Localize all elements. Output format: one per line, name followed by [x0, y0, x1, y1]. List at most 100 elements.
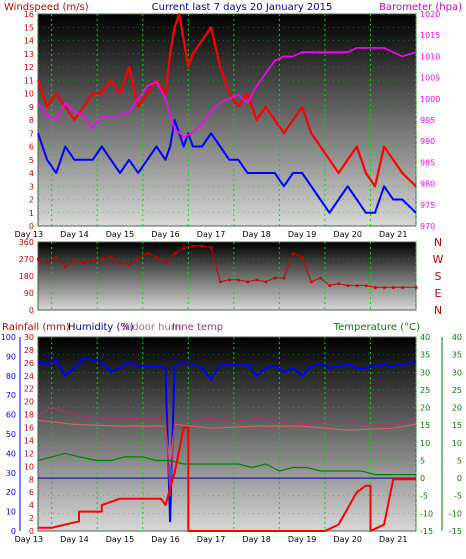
wind-tick-label: 16 [24, 10, 34, 19]
barometer-tick-label: 995 [420, 116, 435, 125]
humidity-tick-label: 50 [6, 430, 16, 439]
temperature-tick-label-inner: 5 [420, 456, 425, 465]
rainfall-tick-label: 24 [24, 372, 34, 381]
compass-label: N [434, 236, 442, 249]
humidity-tick-label: 90 [6, 352, 16, 361]
wind-tick-label: 12 [24, 63, 34, 72]
wind_avg-line [37, 119, 417, 214]
humidity-tick-label: 20 [6, 488, 16, 497]
temperature-axis-title: Temperature (°C) [333, 322, 420, 333]
x-tick-label: Day 18 [242, 230, 271, 239]
temperature-tick-label-inner: 40 [420, 333, 430, 342]
humidity-tick-label: 40 [6, 449, 16, 458]
x-tick-label: Day 21 [379, 230, 408, 239]
rainfall-line [38, 426, 416, 532]
temperature-tick-label-inner: -10 [420, 509, 433, 518]
temperature-tick-label-outer: 40 [452, 333, 462, 342]
temperature-tick-label-outer: 30 [452, 368, 462, 377]
rainfall-tick-label: 18 [24, 411, 34, 420]
wind-tick-label: 4 [29, 169, 34, 178]
compass-label: N [434, 304, 442, 317]
indoor_hum-line [37, 419, 417, 466]
humidity-axis-title: Humidity (%) [68, 322, 134, 333]
barometer-tick-label: 970 [420, 222, 435, 231]
barometer-line [37, 47, 417, 138]
wind-tick-label: 11 [24, 76, 34, 85]
temperature-tick-label-outer: -10 [449, 509, 462, 518]
barometer-tick-label: 975 [420, 201, 435, 210]
barometer-tick-label: 1000 [420, 95, 440, 104]
direction-trace [37, 245, 416, 288]
humidity-tick-label: 60 [6, 411, 16, 420]
x-tick-label: Day 16 [151, 230, 180, 239]
direction-tick-label: 360 [19, 238, 34, 247]
wind-tick-label: 10 [24, 90, 34, 99]
wind-tick-label: 9 [29, 103, 34, 112]
barometer-tick-label: 1010 [420, 52, 440, 61]
temperature-tick-label-inner: 25 [420, 386, 430, 395]
barometer-tick-label: 1020 [420, 10, 440, 19]
wind-tick-label: 3 [29, 182, 34, 191]
rainfall-tick-label: 20 [24, 398, 34, 407]
direction-tick-label: 90 [24, 289, 34, 298]
inne_temp-line [37, 406, 417, 497]
rainfall-tick-label: 12 [24, 449, 34, 458]
temperature-tick-label-outer: -5 [454, 492, 462, 501]
wind-tick-label: 0 [29, 222, 34, 231]
x-tick-label: Day 19 [288, 535, 317, 544]
temperature-tick-label-inner: 20 [420, 404, 430, 413]
compass-label: W [433, 253, 444, 266]
temperature-tick-label-outer: 10 [452, 439, 462, 448]
humidity-tick-label: 10 [6, 508, 16, 517]
temperature-tick-label-outer: 25 [452, 386, 462, 395]
humidity-tick-label: 0 [11, 527, 16, 536]
compass-label: E [435, 287, 442, 300]
wind_max-line [36, 12, 417, 188]
rainfall-tick-label: 28 [24, 346, 34, 355]
wind-tick-label: 15 [24, 23, 34, 32]
x-tick-label: Day 17 [197, 230, 226, 239]
climate-panel-background [37, 336, 417, 532]
barometer-axis-title: Barometer (hpa) [379, 2, 462, 13]
direction-tick-label: 270 [19, 255, 34, 264]
x-tick-label: Day 21 [379, 535, 408, 544]
temperature-tick-label-inner: 30 [420, 368, 430, 377]
rainfall-tick-label: 0 [29, 527, 34, 536]
rainfall-tick-label: 6 [29, 488, 34, 497]
temperature-line [37, 452, 416, 476]
humidity-tick-label: 80 [6, 372, 16, 381]
x-tick-label: Day 16 [151, 535, 180, 544]
wind-tick-label: 2 [29, 196, 34, 205]
wind-tick-label: 13 [24, 50, 34, 59]
temperature-tick-label-outer: 0 [457, 474, 462, 483]
x-tick-label: Day 14 [60, 535, 89, 544]
rainfall-tick-label: 2 [29, 514, 34, 523]
direction-tick-label: 180 [19, 272, 34, 281]
wind-tick-label: 1 [29, 209, 34, 218]
temperature-tick-label-outer: 15 [452, 421, 462, 430]
x-tick-label: Day 19 [288, 230, 317, 239]
inne-temp-label: Inne temp [172, 322, 223, 333]
barometer-tick-label: 980 [420, 180, 435, 189]
wind-tick-label: 14 [24, 37, 34, 46]
humidity-tick-label: 70 [6, 391, 16, 400]
indoor-hum-label: Indoor hum [123, 322, 181, 333]
humidity-tick-label: 100 [1, 333, 16, 342]
humidity-line [37, 357, 417, 523]
wind-tick-label: 7 [29, 129, 34, 138]
x-tick-label: Day 18 [242, 535, 271, 544]
wind-tick-label: 6 [29, 143, 34, 152]
rainfall-tick-label: 10 [24, 462, 34, 471]
direction-point [415, 286, 418, 289]
humidity-tick-label: 30 [6, 469, 16, 478]
rainfall-tick-label: 14 [24, 436, 34, 445]
rainfall-tick-label: 22 [24, 385, 34, 394]
temperature-tick-label-inner: 15 [420, 421, 430, 430]
temperature-tick-label-outer: -15 [449, 527, 462, 536]
rainfall-tick-label: 16 [24, 424, 34, 433]
wind-tick-label: 5 [29, 156, 34, 165]
direction-panel-background [37, 241, 417, 311]
rainfall-tick-label: 30 [24, 333, 34, 342]
